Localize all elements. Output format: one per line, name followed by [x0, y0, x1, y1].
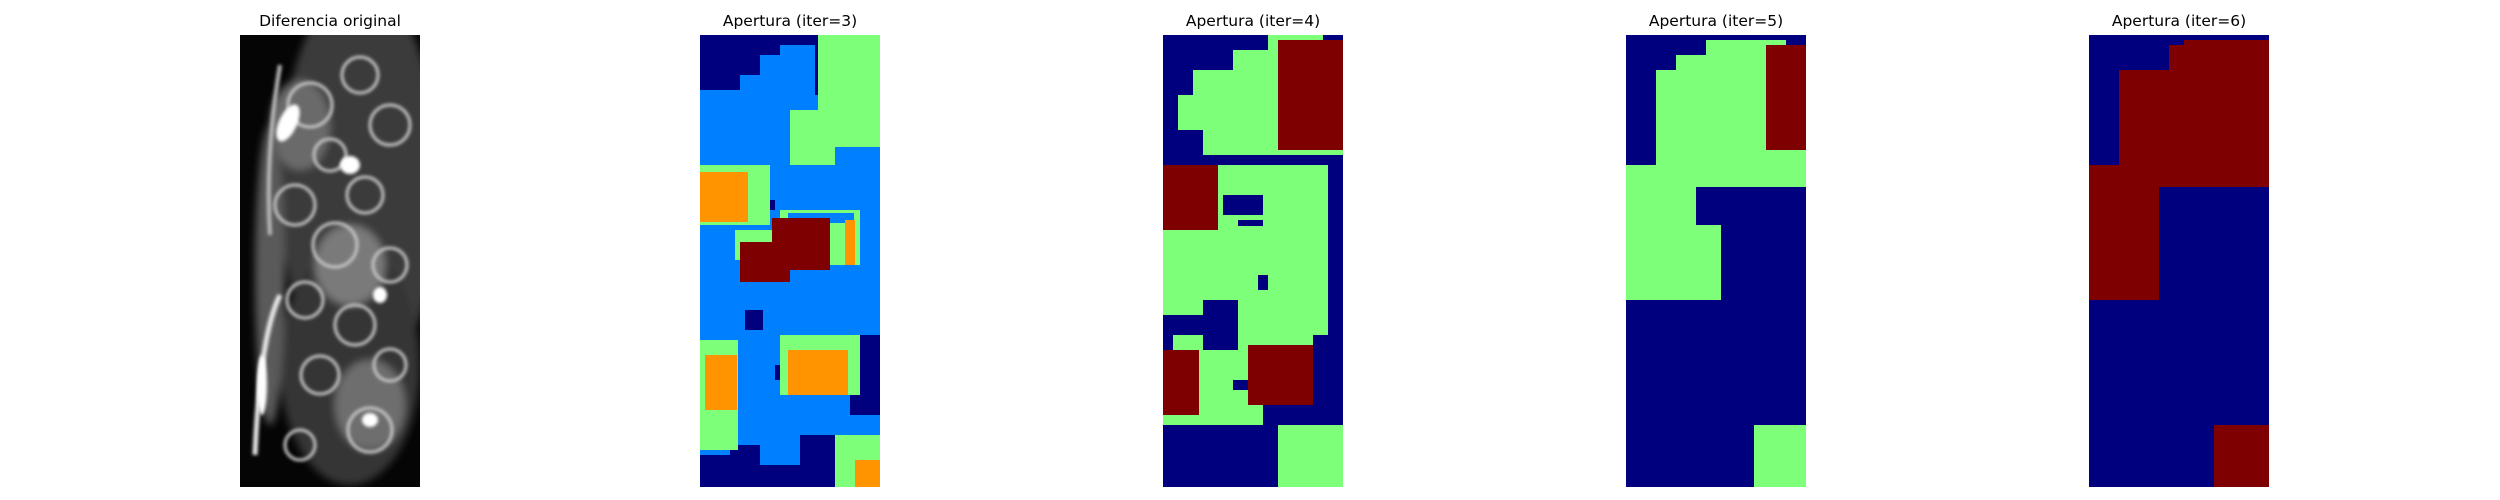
panel-title-iter3: Apertura (iter=3): [722, 12, 858, 30]
segmentation-map-iter4: [1163, 35, 1343, 487]
difference-image: [240, 35, 420, 487]
panel-title-original: Diferencia original: [259, 12, 401, 30]
panel-title-iter5: Apertura (iter=5): [1648, 12, 1784, 30]
segmentation-map-iter5: [1626, 35, 1806, 487]
panel-title-iter4: Apertura (iter=4): [1185, 12, 1321, 30]
segmentation-map-iter6: [2089, 35, 2269, 487]
segmentation-map-iter3: [700, 35, 880, 487]
panel-title-iter6: Apertura (iter=6): [2111, 12, 2247, 30]
